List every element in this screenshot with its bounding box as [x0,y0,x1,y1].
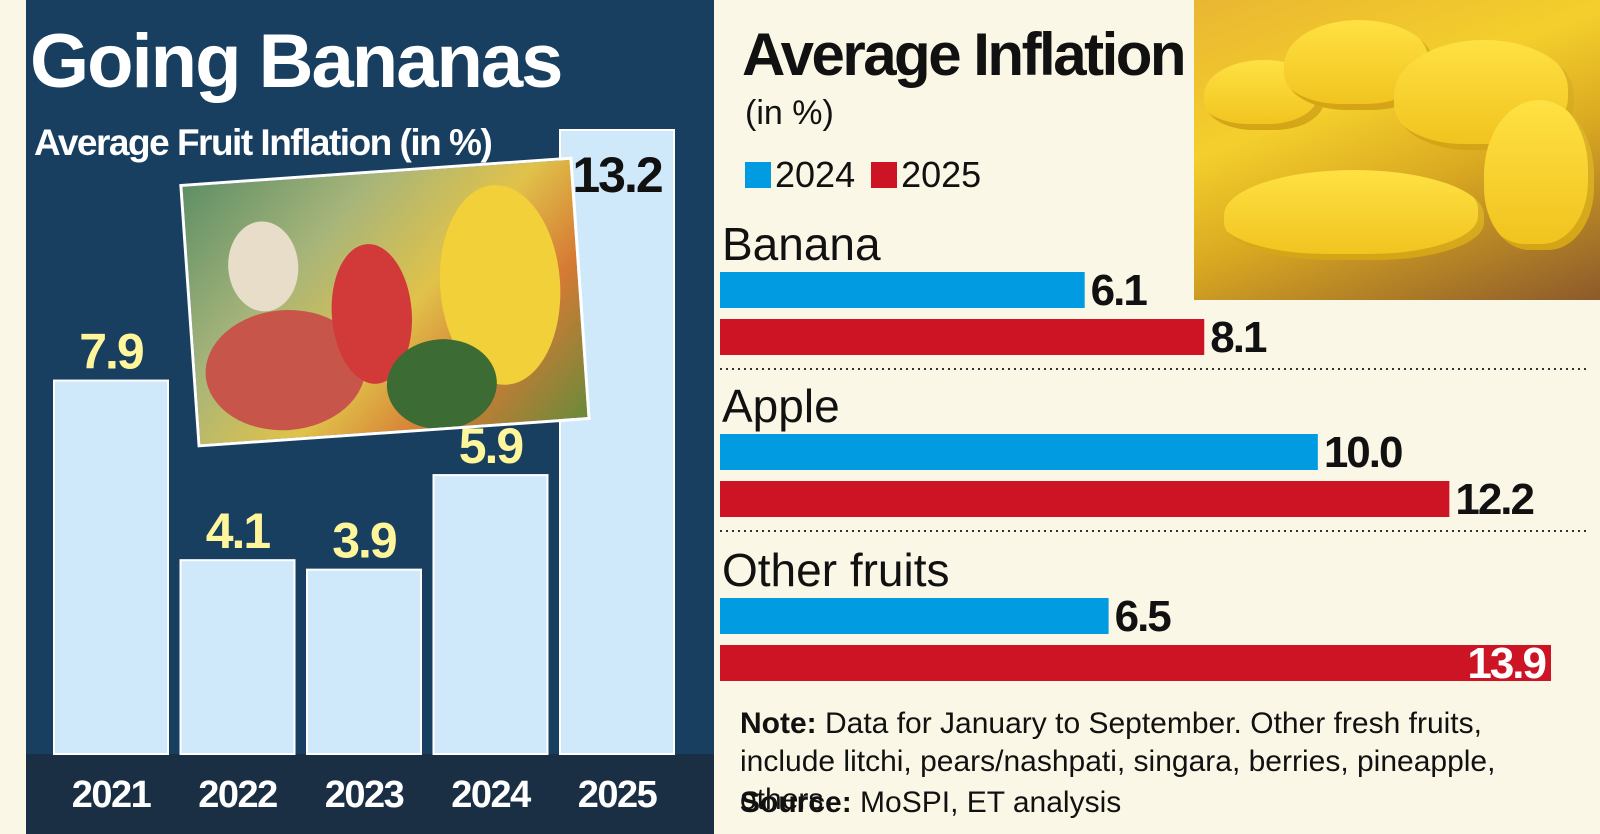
bar-other-fruits-2024 [720,598,1109,634]
x-axis-band [26,754,714,834]
note-text: Data for January to September. Other fre… [740,707,1496,816]
bar-2025 [559,129,675,755]
value-label-2023: 3.9 [332,513,396,569]
value-label-other-fruits-2024: 6.5 [1115,592,1172,641]
x-tick-label-2022: 2022 [198,774,277,816]
legend-label-2025: 2025 [901,154,982,195]
right-chart-subtitle: (in %) [745,94,834,132]
bar-2024 [432,474,549,755]
bar-banana-2025 [720,319,1205,355]
source-label: Source: [740,786,852,819]
x-tick-label-2023: 2023 [325,774,404,816]
category-label-banana: Banana [722,218,881,270]
x-tick-label-2025: 2025 [578,774,658,816]
legend-label-2024: 2024 [775,154,856,195]
value-label-banana-2025: 8.1 [1210,313,1267,362]
x-tick-label-2021: 2021 [72,774,152,816]
value-label-apple-2024: 10.0 [1324,428,1402,477]
bananas-photo [1194,0,1600,300]
bar-2022 [179,559,296,755]
bar-banana-2024 [720,272,1085,308]
left-chart-title: Going Bananas [30,19,563,104]
legend-swatch-2024 [745,162,771,188]
note-label: Note: [740,707,817,740]
bar-other-fruits-2025 [720,645,1551,681]
value-label-2022: 4.1 [206,503,271,559]
bar-apple-2024 [720,434,1318,470]
chart-note: Note: Data for January to September. Oth… [740,705,1580,819]
legend-swatch-2025 [871,162,898,188]
chart-source: Source: MoSPI, ET analysis [740,786,1121,820]
value-label-banana-2024: 6.1 [1091,266,1148,315]
value-label-2025: 13.2 [572,147,662,203]
bar-2023 [306,568,422,755]
category-label-other-fruits: Other fruits [722,544,950,596]
bar-2021 [53,379,169,755]
left-chart-subtitle: Average Fruit Inflation (in %) [34,122,493,163]
value-label-2021: 7.9 [79,324,143,380]
category-label-apple: Apple [722,380,840,432]
legend: 2024 2025 [745,154,997,196]
source-text: MoSPI, ET analysis [860,786,1122,819]
right-chart-title: Average Inflation [742,21,1187,88]
value-label-apple-2025: 12.2 [1455,475,1533,524]
x-tick-label-2024: 2024 [451,774,531,816]
bar-apple-2025 [720,481,1450,517]
value-label-other-fruits-2025: 13.9 [1467,639,1545,688]
